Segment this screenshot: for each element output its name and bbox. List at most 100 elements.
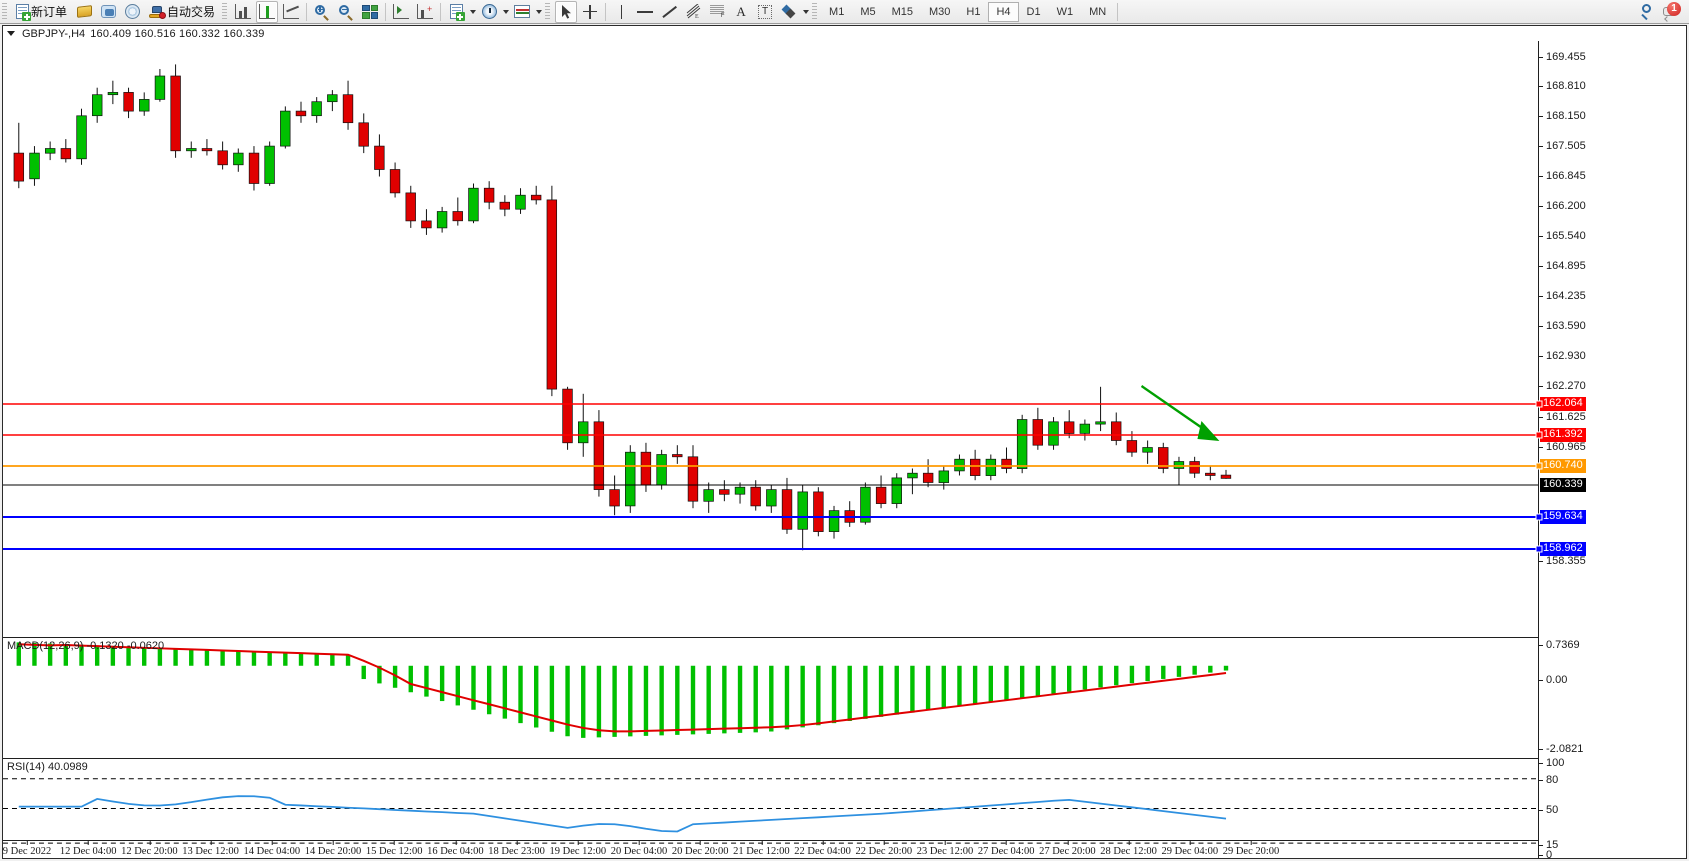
time-tick: 14 Dec 20:00	[305, 841, 361, 857]
price-scale[interactable]: 169.455 168.810 168.150 167.505 166.845 166.2…	[1535, 41, 1686, 861]
toolbar-grip-timeframes[interactable]	[812, 2, 818, 21]
new-order-button[interactable]: 新订单	[12, 1, 71, 23]
auto-scroll-button[interactable]	[390, 1, 412, 23]
chart-shift-button[interactable]: +	[414, 1, 436, 23]
notifications-button[interactable]: 1	[1660, 1, 1682, 23]
indicators-button[interactable]	[511, 1, 533, 23]
level-drag-handle[interactable]	[1535, 462, 1543, 470]
fibonacci-button[interactable]: E	[682, 1, 704, 23]
price-level-label[interactable]: 162.064	[1540, 397, 1586, 411]
time-tick: 15 Dec 12:00	[366, 841, 422, 857]
text-button[interactable]: A	[730, 1, 752, 23]
text-icon: A	[736, 3, 746, 19]
equidistant-channel-button[interactable]: F	[706, 1, 728, 23]
main-price-pane[interactable]	[3, 41, 1538, 583]
time-tick: 28 Dec 12:00	[1100, 841, 1157, 857]
plot-area[interactable]: MACD(12,26,9) -0.1320 -0.0620 RSI(14) 40…	[3, 41, 1686, 861]
text-label-icon: T	[758, 4, 773, 19]
timeframe-mn[interactable]: MN	[1089, 5, 1107, 18]
level-drag-handle[interactable]	[1535, 545, 1543, 553]
level-drag-handle[interactable]	[1535, 431, 1543, 439]
indicators-dropdown[interactable]	[534, 10, 543, 14]
price-tick: 163.590	[1539, 320, 1586, 332]
price-level-label[interactable]: 159.634	[1540, 510, 1586, 524]
toolbar-grip-drawing[interactable]	[545, 2, 551, 21]
timeframe-w1[interactable]: W1	[1056, 5, 1074, 18]
toolbar-grip[interactable]	[2, 2, 7, 21]
time-tick: 27 Dec 04:00	[978, 841, 1034, 857]
rsi-pane[interactable]: RSI(14) 40.0989	[3, 758, 1538, 858]
equidistant-channel-icon: F	[709, 4, 725, 19]
candlestick-chart-button[interactable]	[256, 0, 279, 23]
new-chart-dropdown[interactable]	[468, 10, 477, 14]
chart-window[interactable]: GBPJPY-,H4 160.409 160.516 160.332 160.3…	[2, 25, 1687, 861]
symbol-info-bar: GBPJPY-,H4 160.409 160.516 160.332 160.3…	[3, 26, 1686, 41]
timeframe-m15[interactable]: M15	[891, 5, 913, 18]
period-button[interactable]	[478, 1, 500, 23]
price-level-label[interactable]: 161.392	[1540, 428, 1586, 442]
bar-chart-button[interactable]	[232, 1, 254, 23]
timeframe-d1[interactable]: D1	[1026, 5, 1041, 18]
time-tick: 18 Dec 23:00	[488, 841, 545, 857]
price-tick: 162.270	[1539, 380, 1586, 392]
timeframe-m5[interactable]: M5	[860, 5, 876, 18]
search-icon	[1640, 4, 1655, 21]
cloud-button[interactable]	[97, 1, 119, 23]
search-button[interactable]	[1636, 1, 1658, 23]
period-dropdown[interactable]	[501, 10, 510, 14]
time-tick: 29 Dec 20:00	[1223, 841, 1279, 857]
price-level-label[interactable]: 158.962	[1540, 542, 1586, 556]
price-tick: 167.505	[1539, 140, 1586, 152]
toolbar-group-chart-type	[231, 0, 303, 24]
line-chart-button[interactable]	[280, 1, 302, 23]
new-chart-button[interactable]	[445, 1, 467, 23]
price-level-label[interactable]: 160.740	[1540, 459, 1586, 473]
signals-button[interactable]	[121, 1, 143, 23]
level-drag-handle[interactable]	[1535, 400, 1543, 408]
timeframe-m1[interactable]: M1	[829, 5, 845, 18]
rsi-scale-tick: 100	[1539, 757, 1564, 769]
status-bar	[0, 859, 1689, 861]
auto-trading-button[interactable]: 自动交易	[145, 1, 219, 23]
level-drag-handle[interactable]	[1535, 513, 1543, 521]
symbol-label: GBPJPY-,H4	[22, 27, 86, 40]
text-label-button[interactable]: T	[754, 1, 776, 23]
price-tick: 166.845	[1539, 170, 1586, 182]
triangle-down-icon[interactable]	[7, 31, 15, 36]
notifications-icon: 1	[1663, 1, 1681, 22]
shapes-button[interactable]	[778, 1, 800, 23]
macd-scale-tick: 0.00	[1539, 674, 1567, 686]
vertical-line-button[interactable]	[610, 1, 632, 23]
cursor-button[interactable]	[555, 0, 578, 23]
time-tick: 23 Dec 12:00	[917, 841, 973, 857]
wallet-icon	[76, 5, 92, 18]
zoom-in-button[interactable]	[311, 1, 333, 23]
macd-label: MACD(12,26,9) -0.1320 -0.0620	[7, 640, 165, 652]
trend-arrow-annotation	[1140, 385, 1220, 441]
notification-badge: 1	[1667, 1, 1681, 16]
trendline-button[interactable]	[658, 1, 680, 23]
time-tick: 22 Dec 04:00	[794, 841, 851, 857]
crosshair-button[interactable]	[579, 1, 601, 23]
candlestick-chart-icon	[259, 4, 276, 19]
time-tick: 22 Dec 20:00	[856, 841, 912, 857]
tile-windows-button[interactable]	[359, 1, 381, 23]
toolbar-group-insert	[444, 0, 543, 24]
time-tick: 19 Dec 12:00	[550, 841, 606, 857]
horizontal-line-button[interactable]	[634, 1, 656, 23]
rsi-scale-tick: 50	[1539, 804, 1558, 816]
wallet-button[interactable]	[73, 1, 95, 23]
toolbar-grip-charttype[interactable]	[222, 2, 228, 21]
horizontal-line-icon	[637, 5, 654, 19]
price-level-label[interactable]: 160.339	[1540, 478, 1586, 492]
timeframe-strip: M1 M5 M15 M30 H1 H4 D1 W1 MN	[821, 1, 1121, 22]
macd-pane[interactable]: MACD(12,26,9) -0.1320 -0.0620	[3, 637, 1538, 757]
price-tick: 158.355	[1539, 555, 1586, 567]
price-tick: 160.965	[1539, 441, 1586, 453]
timeframe-m30[interactable]: M30	[929, 5, 951, 18]
shapes-dropdown[interactable]	[801, 10, 810, 14]
zoom-out-button[interactable]	[335, 1, 357, 23]
timeframe-h1[interactable]: H1	[966, 5, 981, 18]
timeframe-h4[interactable]: H4	[988, 1, 1019, 22]
